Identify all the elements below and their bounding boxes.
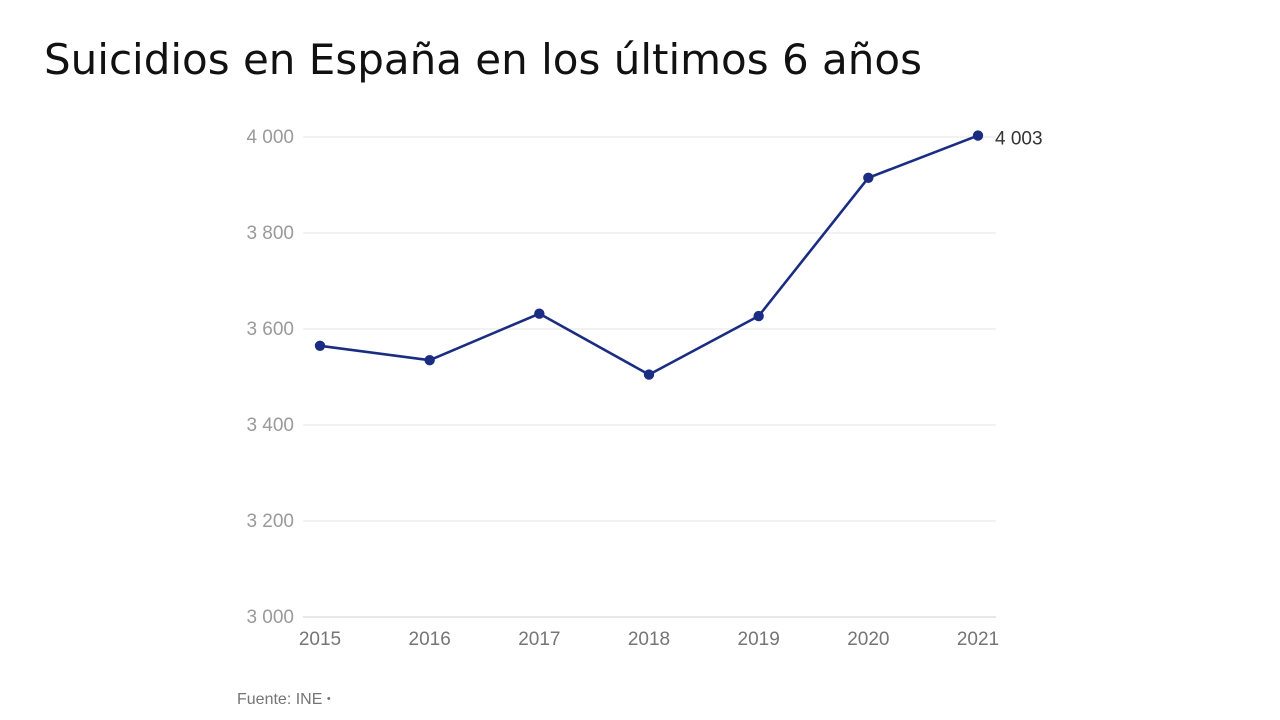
data-point[interactable] — [753, 310, 764, 322]
y-tick-label: 3 000 — [246, 607, 294, 628]
x-tick-label: 2018 — [628, 629, 670, 650]
data-point[interactable] — [534, 308, 545, 319]
y-axis-tick-labels: 3 000 3 200 3 400 3 600 3 800 4 000 — [246, 127, 294, 628]
series-line — [318, 134, 980, 376]
source-text: Fuente: INE — [237, 691, 323, 708]
data-labels: 4 003 — [995, 129, 1043, 150]
data-point[interactable] — [424, 355, 435, 366]
series-points — [314, 130, 984, 380]
data-label: 4 003 — [995, 129, 1043, 150]
x-tick-label: 2016 — [409, 629, 451, 650]
gridlines — [303, 136, 996, 618]
y-tick-label: 3 200 — [246, 511, 294, 532]
y-tick-label: 3 600 — [246, 319, 294, 340]
data-point[interactable] — [643, 369, 655, 380]
data-point[interactable] — [972, 130, 984, 141]
x-tick-label: 2021 — [957, 629, 999, 650]
x-axis-tick-labels: 2015 2016 2017 2018 2019 2020 2021 — [299, 629, 999, 650]
source-separator: • — [326, 693, 331, 705]
series-line-group — [318, 134, 980, 376]
source-note: Fuente: INE • — [237, 691, 331, 709]
data-point[interactable] — [863, 172, 874, 183]
x-tick-label: 2015 — [299, 629, 341, 650]
x-tick-label: 2019 — [738, 629, 780, 650]
y-tick-label: 3 800 — [246, 223, 294, 244]
chart-title: Suicidios en España en los últimos 6 año… — [44, 35, 922, 84]
y-tick-label: 4 000 — [246, 127, 294, 148]
data-point[interactable] — [314, 340, 326, 351]
x-tick-label: 2020 — [847, 629, 889, 650]
x-tick-label: 2017 — [518, 629, 560, 650]
y-tick-label: 3 400 — [246, 415, 294, 436]
